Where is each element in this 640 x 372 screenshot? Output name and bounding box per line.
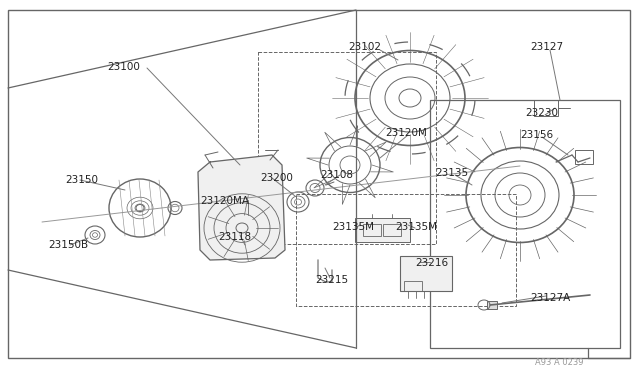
Text: 23135M: 23135M — [395, 222, 437, 232]
Bar — [258, 52, 436, 244]
Text: 23100: 23100 — [107, 62, 140, 72]
Bar — [575, 150, 593, 164]
Text: 23216: 23216 — [415, 258, 448, 268]
Bar — [383, 224, 401, 236]
Text: 23135: 23135 — [435, 168, 468, 178]
Text: 23215: 23215 — [315, 275, 348, 285]
Text: 23120M: 23120M — [385, 128, 427, 138]
Text: A93 A 0239: A93 A 0239 — [535, 358, 584, 367]
Bar — [363, 224, 381, 236]
Text: 23230: 23230 — [525, 108, 558, 118]
Text: 23102: 23102 — [348, 42, 381, 52]
Bar — [296, 194, 516, 306]
Text: 23108: 23108 — [320, 170, 353, 180]
Bar — [404, 281, 422, 291]
Bar — [355, 218, 410, 242]
Bar — [534, 100, 558, 116]
Text: 23118: 23118 — [218, 232, 251, 242]
Text: 23156: 23156 — [520, 130, 553, 140]
Bar — [400, 256, 452, 291]
Bar — [487, 301, 497, 309]
Bar — [430, 100, 620, 348]
Text: 23127A: 23127A — [530, 293, 570, 303]
Text: 23120MA: 23120MA — [200, 196, 249, 206]
Text: 23200: 23200 — [260, 173, 293, 183]
Polygon shape — [198, 155, 285, 260]
Text: 23150: 23150 — [65, 175, 98, 185]
Text: 23150B: 23150B — [48, 240, 88, 250]
Text: 23127: 23127 — [530, 42, 563, 52]
Text: 23135M: 23135M — [332, 222, 374, 232]
